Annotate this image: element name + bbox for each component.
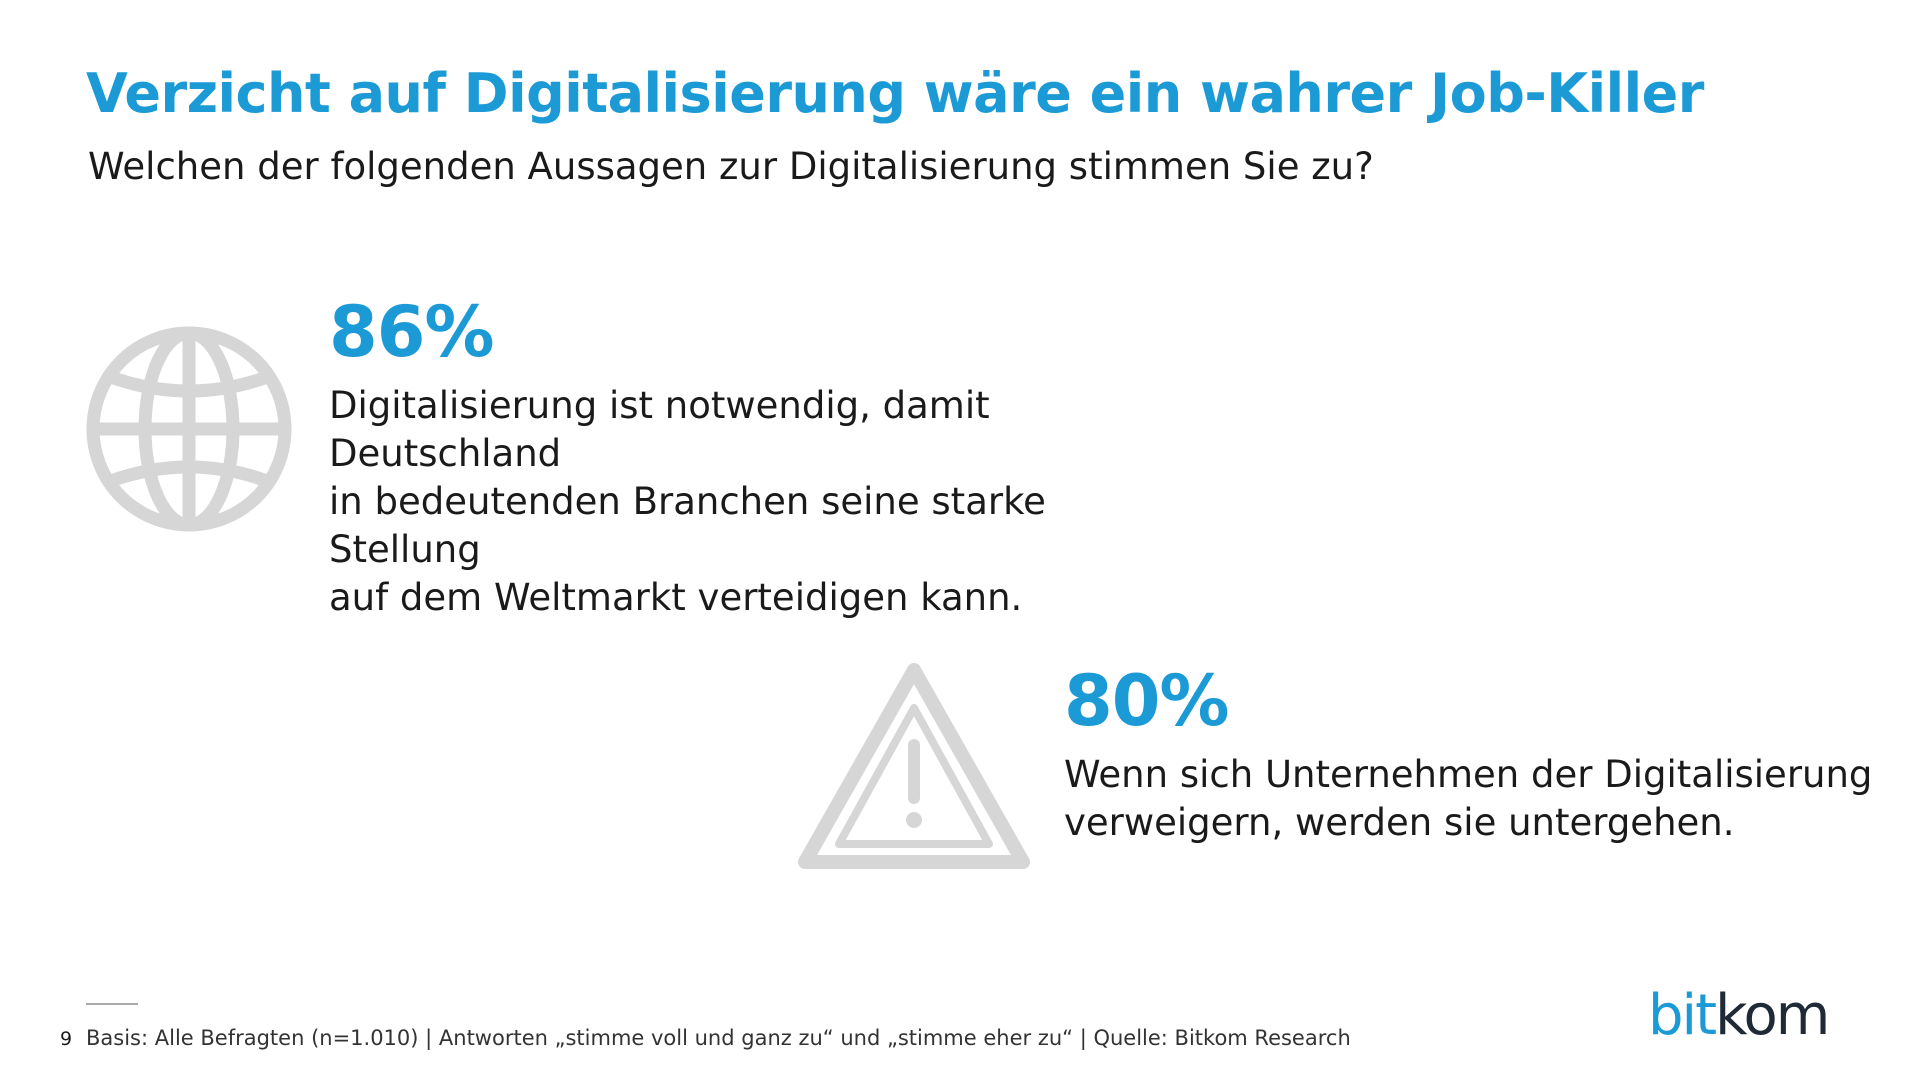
bitkom-logo: bitkom [1648,988,1830,1044]
slide-subtitle: Welchen der folgenden Aussagen zur Digit… [88,145,1374,188]
stat-value: 80% [1064,660,1230,742]
globe-icon [86,326,292,532]
source-note: Basis: Alle Befragten (n=1.010) | Antwor… [86,1026,1351,1050]
stat-text: Digitalisierung ist notwendig, damit Deu… [329,384,1046,619]
slide-title: Verzicht auf Digitalisierung wäre ein wa… [86,62,1704,125]
stat-block-companies-refusing: 80% Wenn sich Unternehmen der Digitalisi… [1064,661,1884,847]
footer-divider [86,1003,138,1005]
page-number: 9 [60,1028,73,1050]
logo-part-bit: bit [1648,983,1717,1048]
stat-text: Wenn sich Unternehmen der Digitalisierun… [1064,753,1873,844]
warning-icon [798,663,1030,869]
logo-part-kom: kom [1715,983,1830,1048]
stat-block-digitalization-necessary: 86% Digitalisierung ist notwendig, damit… [329,292,1209,622]
stat-value: 86% [329,291,495,373]
